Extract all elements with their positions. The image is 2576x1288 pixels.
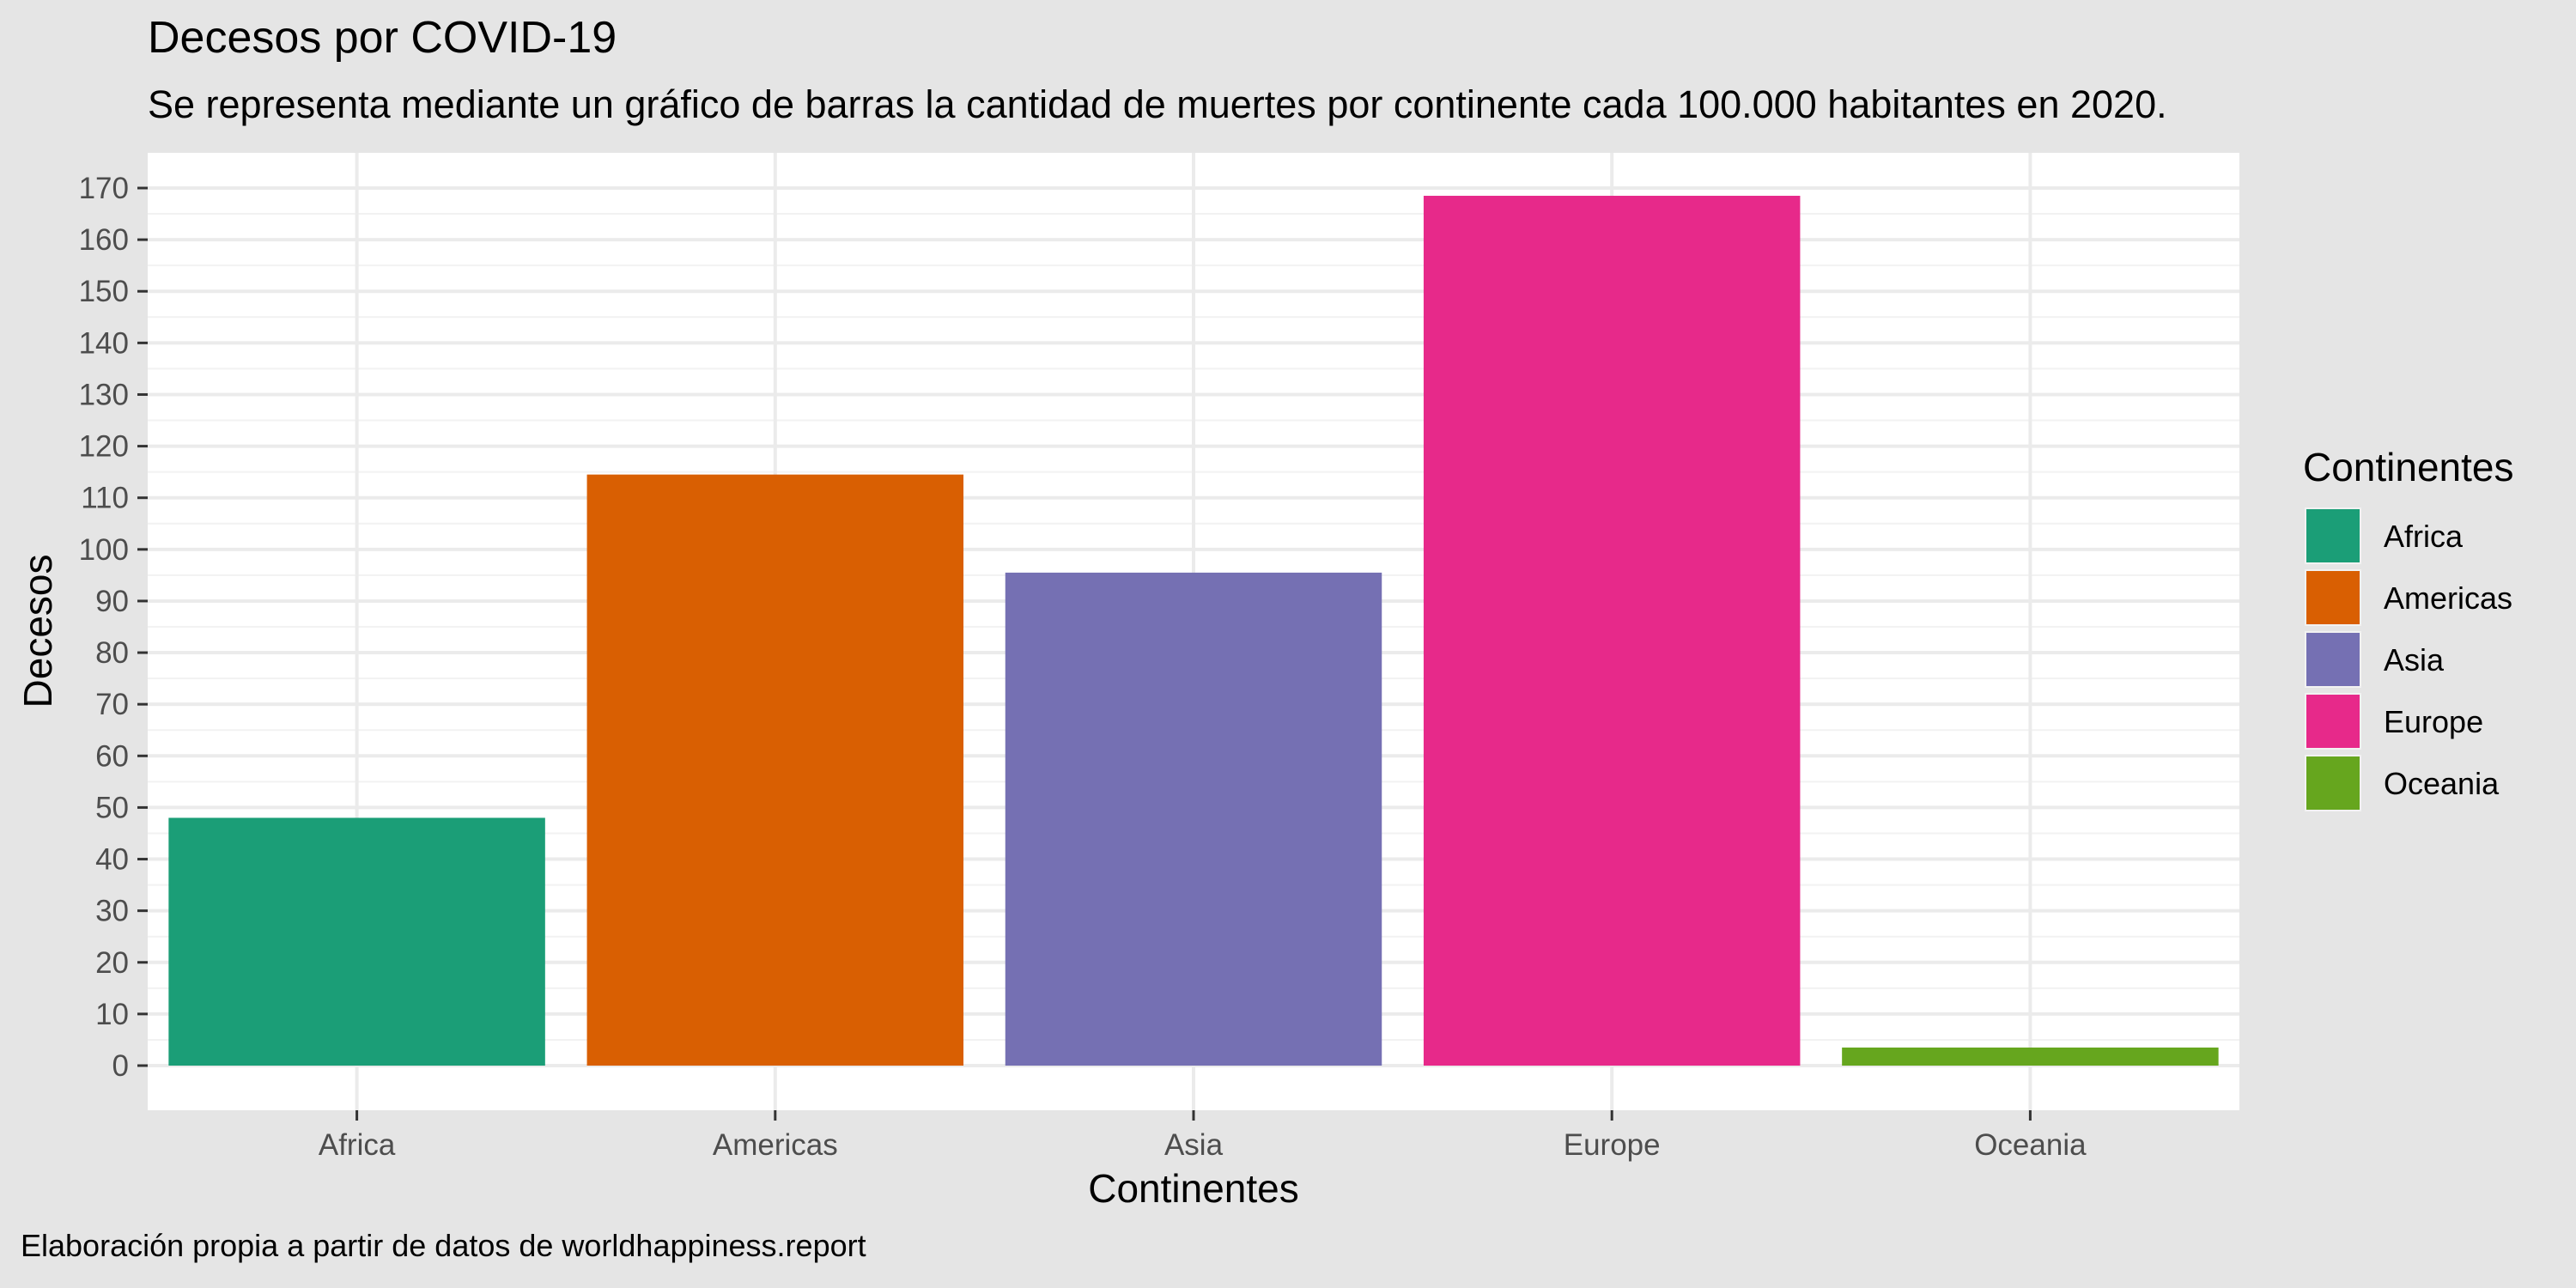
- chart-title: Decesos por COVID-19: [148, 13, 617, 63]
- x-tick-label: Oceania: [1974, 1128, 2087, 1162]
- bar-asia: [1005, 572, 1382, 1066]
- y-tick-label: 150: [79, 275, 129, 308]
- legend-swatch-americas: [2306, 571, 2360, 624]
- x-tick-label: Americas: [713, 1128, 838, 1162]
- legend-label: Asia: [2384, 642, 2445, 677]
- y-tick-label: 100: [79, 533, 129, 567]
- y-tick-label: 170: [79, 172, 129, 205]
- y-tick-label: 80: [95, 636, 129, 670]
- bars: [168, 196, 2219, 1066]
- legend-swatch-europe: [2306, 695, 2360, 748]
- chart-subtitle: Se representa mediante un gráfico de bar…: [148, 82, 2167, 126]
- legend-label: Americas: [2384, 580, 2512, 616]
- y-tick-label: 140: [79, 326, 129, 360]
- bar-europe: [1423, 196, 1801, 1066]
- y-tick-label: 90: [95, 585, 129, 618]
- x-tick-label: Europe: [1564, 1128, 1661, 1162]
- x-axis: Africa Americas Asia Europe Oceania: [319, 1110, 2087, 1162]
- x-tick-label: Asia: [1164, 1128, 1224, 1162]
- y-tick-label: 30: [95, 895, 129, 928]
- legend-title: Continentes: [2303, 445, 2514, 489]
- y-tick-label: 120: [79, 430, 129, 464]
- legend-swatch-oceania: [2306, 756, 2360, 810]
- y-tick-label: 40: [95, 843, 129, 877]
- legend: Continentes Africa Americas Asia Europe Ocea…: [2303, 445, 2514, 811]
- legend-label: Oceania: [2384, 766, 2500, 801]
- y-tick-label: 130: [79, 378, 129, 411]
- y-tick-label: 10: [95, 998, 129, 1031]
- bar-oceania: [1842, 1047, 2219, 1066]
- legend-swatch-africa: [2306, 509, 2360, 562]
- y-tick-label: 70: [95, 688, 129, 721]
- y-axis: 0 10 20 30 40 50 60 70 80 90 100 110 120 130 140 150 160…: [79, 172, 148, 1083]
- legend-label: Europe: [2384, 704, 2483, 739]
- y-tick-label: 60: [95, 739, 129, 773]
- legend-label: Africa: [2384, 519, 2464, 554]
- y-axis-title: Decesos: [15, 555, 60, 708]
- x-axis-title: Continentes: [1088, 1166, 1299, 1211]
- y-tick-label: 160: [79, 223, 129, 257]
- y-tick-label: 20: [95, 946, 129, 980]
- y-tick-label: 0: [112, 1049, 129, 1083]
- legend-swatch-asia: [2306, 633, 2360, 686]
- bar-africa: [168, 817, 545, 1066]
- bar-americas: [586, 474, 964, 1066]
- y-tick-label: 110: [81, 482, 129, 515]
- chart-caption: Elaboración propia a partir de datos de …: [21, 1228, 866, 1263]
- y-tick-label: 50: [95, 791, 129, 824]
- x-tick-label: Africa: [319, 1128, 396, 1162]
